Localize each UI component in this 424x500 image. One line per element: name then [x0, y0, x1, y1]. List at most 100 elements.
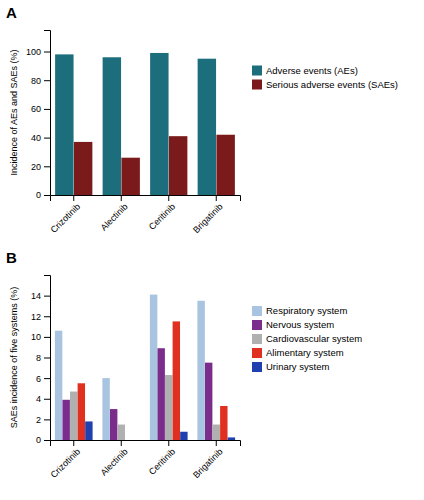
- bar: [125, 440, 132, 441]
- y-axis-line: [44, 31, 51, 196]
- legend-item: Serious adverse events (SAEs): [252, 79, 398, 90]
- y-tick-mark: [44, 296, 50, 297]
- bar: [205, 363, 212, 440]
- y-tick-mark: [44, 166, 50, 167]
- y-tick-label: 14: [31, 291, 41, 301]
- y-axis: 0 20 40 60 80 100: [26, 31, 51, 201]
- bars: [55, 295, 235, 440]
- legend-swatch: [252, 80, 262, 90]
- y-tick-mark: [44, 316, 50, 317]
- y-tick: 10: [31, 332, 50, 342]
- y-tick-label: 12: [31, 312, 41, 322]
- y-tick-label: 2: [36, 415, 41, 425]
- y-tick-mark: [44, 80, 50, 81]
- y-tick-mark: [44, 419, 50, 420]
- y-tick: 12: [31, 312, 50, 322]
- legend-item: Adverse events (AEs): [252, 65, 358, 76]
- legend-item: Nervous system: [252, 319, 334, 330]
- y-tick-mark: [44, 378, 50, 379]
- y-tick-mark: [44, 52, 50, 53]
- y-tick: 0: [36, 190, 50, 200]
- x-tick: Crizotinib: [49, 440, 83, 480]
- legend-label: Nervous system: [266, 319, 334, 330]
- x-tick: Alectinib: [99, 440, 130, 478]
- bar: [55, 54, 73, 195]
- legend-item: Alimentary system: [252, 347, 344, 358]
- panel-label: A: [6, 4, 17, 21]
- y-tick-label: 60: [31, 104, 41, 114]
- bar: [85, 421, 92, 440]
- x-tick-label: Crizotinib: [49, 446, 83, 480]
- x-tick-mark: [73, 195, 74, 201]
- x-tick-label: Brigatinib: [191, 446, 225, 480]
- y-tick-mark: [44, 358, 50, 359]
- legend-item: Cardiovascular system: [252, 333, 362, 344]
- y-tick: 8: [36, 353, 50, 363]
- y-tick-label: 6: [36, 374, 41, 384]
- x-axis: CrizotinibAlectinibCeritinibBrigatinib: [49, 195, 241, 235]
- legend-swatch: [252, 348, 262, 358]
- bar: [165, 375, 172, 440]
- y-axis-title: Incidence of AEs and SAEs (%): [9, 49, 19, 175]
- bar: [102, 378, 109, 440]
- y-tick: 2: [36, 415, 50, 425]
- x-tick-label: Alectinib: [99, 446, 130, 477]
- y-tick-mark: [44, 399, 50, 400]
- legend-item: Urinary system: [252, 361, 329, 372]
- bar: [62, 400, 69, 440]
- bar: [55, 331, 62, 440]
- bar: [103, 57, 121, 195]
- y-tick: 80: [31, 76, 50, 86]
- y-tick: 20: [31, 162, 50, 172]
- bar: [213, 425, 220, 440]
- y-tick-label: 80: [31, 76, 41, 86]
- y-tick: 14: [31, 291, 50, 301]
- y-tick: 40: [31, 133, 50, 143]
- x-tick-label: Brigatinib: [191, 201, 225, 235]
- y-axis-title: SAEs incidence of five systems (%): [9, 287, 19, 429]
- bar: [78, 383, 85, 440]
- bar: [157, 348, 164, 440]
- y-tick-label: 4: [36, 394, 41, 404]
- x-tick-mark: [216, 195, 217, 201]
- bar: [197, 301, 204, 440]
- y-axis: 0 2 4 6 8 10 12 14: [31, 276, 51, 446]
- legend-item: Respiratory system: [252, 305, 347, 316]
- x-tick: Ceritinib: [147, 440, 177, 477]
- x-tick-label: Alectinib: [99, 201, 130, 232]
- x-tick-mark: [168, 440, 169, 446]
- legend-swatch: [252, 320, 262, 330]
- legend-label: Serious adverse events (SAEs): [266, 79, 398, 90]
- y-tick-mark: [44, 109, 50, 110]
- y-tick-mark: [44, 195, 50, 196]
- y-tick-mark: [44, 138, 50, 139]
- x-tick-mark: [216, 440, 217, 446]
- x-tick-label: Ceritinib: [147, 201, 177, 231]
- legend: Respiratory system Nervous system Cardiova…: [252, 305, 362, 372]
- x-axis-line: [51, 441, 241, 447]
- y-tick-label: 8: [36, 353, 41, 363]
- bar: [110, 409, 117, 440]
- legend-label: Alimentary system: [266, 347, 344, 358]
- bar: [180, 432, 187, 440]
- y-tick-label: 0: [36, 435, 41, 445]
- x-tick: Alectinib: [99, 195, 130, 233]
- y-tick-label: 40: [31, 133, 41, 143]
- x-axis: Crizotinib Alectinib Ceritinib Brigatinib: [49, 440, 241, 480]
- x-axis-line: [51, 196, 241, 202]
- bar: [198, 59, 216, 195]
- x-tick-mark: [121, 195, 122, 201]
- bar: [121, 158, 139, 195]
- y-tick-label: 100: [26, 47, 41, 57]
- x-tick-mark: [121, 440, 122, 446]
- legend-label: Adverse events (AEs): [266, 65, 358, 76]
- bar: [150, 295, 157, 440]
- legend-label: Respiratory system: [266, 305, 347, 316]
- y-axis-line: [44, 276, 51, 441]
- panel: CrizotinibAlectinibCeritinibBrigatinib02…: [6, 4, 398, 235]
- bar: [74, 142, 92, 195]
- bar: [216, 135, 234, 195]
- x-tick: Brigatinib: [191, 440, 225, 480]
- y-tick-mark: [44, 337, 50, 338]
- chart: Crizotinib Alectinib Ceritinib Brigatinib 0 2…: [0, 0, 424, 500]
